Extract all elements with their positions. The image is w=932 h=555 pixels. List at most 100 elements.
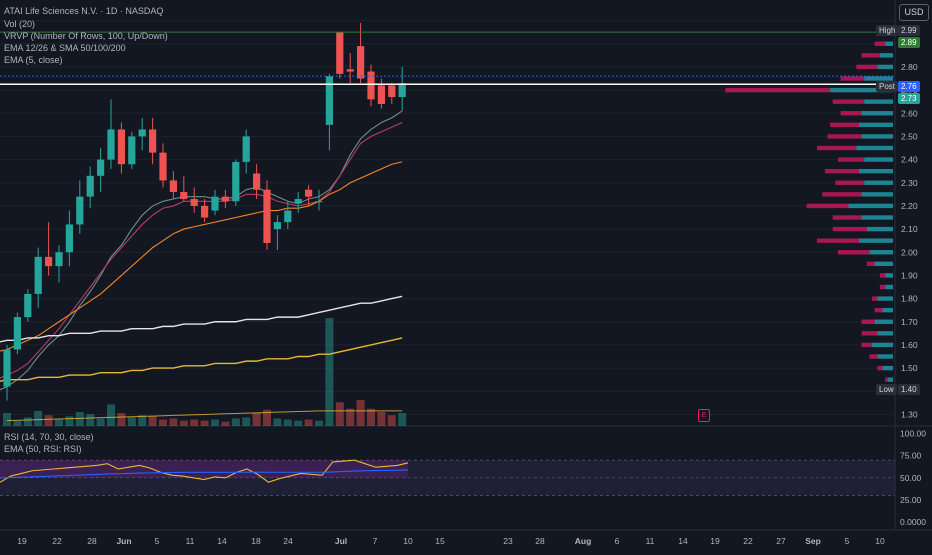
volume-bar — [335, 402, 344, 426]
volume-bar — [231, 418, 240, 426]
candle-body — [294, 198, 302, 204]
legend-ema5[interactable]: EMA (5, close) — [4, 55, 63, 65]
price-tick-label: 2.10 — [901, 224, 918, 234]
vrvp-up-bar — [877, 64, 893, 70]
volume-bar — [221, 421, 230, 426]
vrvp-up-bar — [861, 215, 893, 220]
time-tick-label: 27 — [776, 536, 786, 546]
currency-button[interactable]: USD — [899, 4, 929, 21]
grid — [0, 0, 932, 531]
price-tick-label: 2.80 — [901, 62, 918, 72]
price-tick-label: 2.40 — [901, 155, 918, 165]
volume-bar — [75, 411, 84, 426]
vrvp-down-bar — [837, 250, 870, 255]
rsi-tick-label: 0.0000 — [900, 517, 926, 527]
price-tick-label: 1.30 — [901, 409, 918, 419]
volume-bar — [377, 411, 386, 426]
candle-body — [232, 161, 240, 202]
candle-body — [190, 198, 198, 206]
vrvp-down-bar — [866, 261, 875, 267]
volume-bar — [179, 420, 188, 426]
volume-bar — [252, 413, 261, 426]
close-price-tag: 2.73 — [898, 93, 920, 104]
volume-bar — [127, 417, 136, 426]
volume-ma-line — [6, 410, 403, 422]
volume-bar — [96, 418, 105, 426]
candles — [3, 22, 406, 401]
vrvp-down-bar — [856, 64, 878, 70]
candle-body — [86, 175, 94, 197]
candle-body — [336, 32, 344, 74]
vrvp-down-bar — [840, 76, 865, 81]
vrvp-up-bar — [858, 168, 893, 174]
vrvp-down-bar — [832, 99, 865, 104]
vrvp-up-bar — [858, 122, 893, 128]
candle-body — [357, 46, 365, 79]
time-tick-label: 14 — [678, 536, 688, 546]
time-tick-label: 22 — [743, 536, 753, 546]
volume-bar — [44, 415, 53, 426]
candle-body — [13, 317, 21, 350]
vrvp-up-bar — [882, 307, 893, 313]
candle-body — [253, 173, 261, 190]
low-value: 1.40 — [898, 384, 920, 395]
vrvp-down-bar — [861, 331, 878, 336]
candle-body — [76, 196, 84, 225]
time-tick-label: 18 — [251, 536, 261, 546]
earnings-marker[interactable]: E — [698, 409, 710, 422]
legend-ema-sma[interactable]: EMA 12/26 & SMA 50/100/200 — [4, 43, 126, 53]
time-tick-label: Sep — [805, 536, 821, 546]
vrvp-up-bar — [848, 203, 893, 209]
candle-body — [3, 349, 11, 387]
time-tick-label: 5 — [155, 536, 160, 546]
high-label: High — [876, 25, 899, 36]
rsi-title[interactable]: RSI (14, 70, 30, close) — [4, 432, 94, 442]
vrvp-down-bar — [861, 342, 873, 348]
volume-bar — [23, 417, 32, 426]
volume-bar — [294, 420, 303, 426]
volume-bar — [387, 415, 396, 426]
vrvp-down-bar — [874, 41, 886, 46]
vrvp-down-bar — [869, 354, 878, 359]
price-tick-label: 1.70 — [901, 317, 918, 327]
rsi-overbought-fill — [0, 460, 408, 478]
high-value: 2.99 — [898, 25, 920, 36]
time-tick-label: 10 — [875, 536, 885, 546]
volume-bar — [398, 413, 407, 426]
rsi-ema-label[interactable]: EMA (50, RSI: RSI) — [4, 444, 82, 454]
vrvp-up-bar — [885, 284, 893, 290]
low-label: Low — [876, 384, 897, 395]
vrvp-down-bar — [885, 377, 888, 382]
time-tick-label: Jul — [335, 536, 347, 546]
price-lines — [0, 31, 895, 86]
vrvp-up-bar — [882, 365, 893, 371]
vrvp-up-bar — [864, 76, 893, 81]
ma-line-sma-200 — [0, 337, 403, 382]
time-tick-label: 15 — [435, 536, 445, 546]
vrvp-down-bar — [874, 307, 883, 313]
vrvp-down-bar — [837, 157, 865, 162]
last-price-tag: 2.89 — [898, 37, 920, 48]
vrvp-down-bar — [832, 226, 867, 232]
rsi-ema-line — [0, 469, 409, 479]
vrvp-up-bar — [858, 238, 893, 243]
volume-bar — [138, 415, 147, 426]
legend-volume[interactable]: Vol (20) — [4, 19, 36, 29]
vrvp-up-bar — [869, 250, 893, 255]
volume-bar — [346, 408, 355, 426]
time-tick-label: 28 — [87, 536, 97, 546]
time-tick-label: 24 — [283, 536, 293, 546]
time-tick-label: 23 — [503, 536, 513, 546]
candle-body — [377, 85, 385, 104]
legend-vrvp[interactable]: VRVP (Number Of Rows, 100, Up/Down) — [4, 31, 168, 41]
candle-body — [221, 196, 229, 202]
vrvp-up-bar — [874, 261, 893, 267]
volume-bar — [169, 418, 178, 426]
vrvp-down-bar — [861, 53, 880, 58]
time-tick-label: Jun — [116, 536, 131, 546]
volume-bar — [242, 417, 251, 426]
candle-body — [159, 152, 167, 181]
vrvp-up-bar — [877, 354, 893, 359]
rsi-tick-label: 75.00 — [900, 451, 922, 461]
